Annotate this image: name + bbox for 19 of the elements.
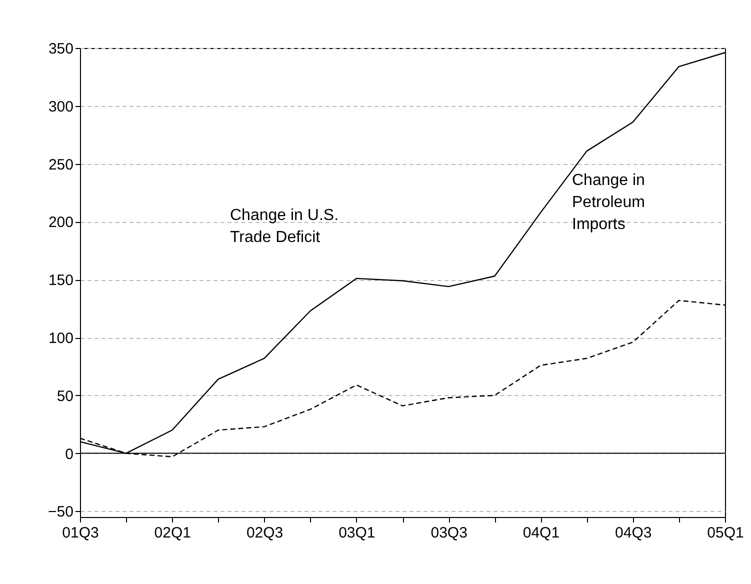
y-tick-label: 150 [48,272,74,290]
y-tick-label: −50 [48,504,74,521]
y-tick-label: 300 [48,98,74,116]
y-tick-label: 0 [65,446,74,463]
x-tick-label: 04Q3 [615,524,652,542]
x-tick-label: 01Q3 [62,524,99,542]
x-tick-label: 02Q1 [154,524,191,542]
y-tick-label: 200 [48,214,74,232]
annotation: Change in Petroleum Imports [572,172,645,233]
x-tick-label: 04Q1 [522,524,560,542]
x-tick-label: 02Q3 [246,524,284,542]
x-tick-label: 03Q3 [430,524,468,542]
x-tick-label: 03Q1 [338,524,376,542]
y-tick-label: 250 [48,156,74,174]
y-tick-label: 100 [48,330,74,348]
annotation: Change in U.S. Trade Deficit [230,207,339,246]
y-tick-label: 350 [48,40,74,58]
y-tick-label: 50 [56,388,74,405]
x-tick-label: 05Q1 [707,524,744,542]
